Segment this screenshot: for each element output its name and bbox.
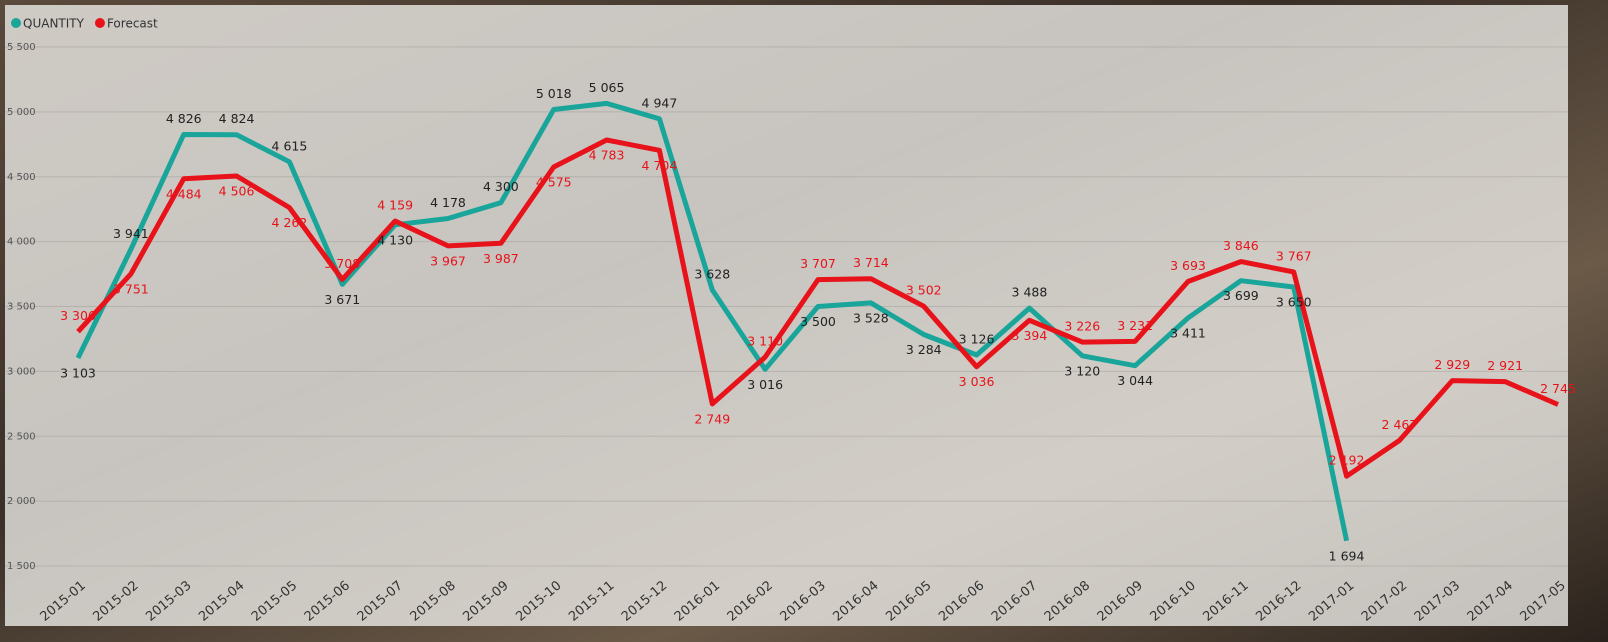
- data-label: 2 929: [1434, 357, 1470, 372]
- data-label: 4 947: [642, 95, 678, 110]
- data-label: 3 987: [483, 251, 519, 266]
- legend-marker: [11, 18, 21, 28]
- data-label: 3 110: [747, 334, 783, 349]
- data-label: 4 300: [483, 179, 519, 194]
- data-label: 3 488: [1012, 285, 1048, 300]
- data-label: 3 671: [324, 292, 360, 307]
- data-label: 4 826: [166, 111, 202, 126]
- data-label: 3 126: [959, 332, 995, 347]
- data-label: 2 921: [1487, 358, 1523, 373]
- data-label: 1 694: [1329, 548, 1365, 563]
- legend-label: QUANTITY: [23, 17, 85, 31]
- data-label: 3 846: [1223, 238, 1259, 253]
- data-label: 4 575: [536, 175, 572, 190]
- data-label: 4 130: [377, 232, 413, 247]
- data-label: 3 714: [853, 255, 889, 270]
- data-label: 5 018: [536, 86, 572, 101]
- data-label: 3 103: [60, 366, 96, 381]
- data-label: 3 036: [959, 374, 995, 389]
- plot-overlay: [5, 5, 1568, 626]
- data-label: 2 467: [1382, 417, 1418, 432]
- data-label: 3 528: [853, 310, 889, 325]
- data-label: 3 044: [1117, 373, 1153, 388]
- y-tick-label: 3 000: [7, 366, 36, 377]
- data-label: 3 693: [1170, 258, 1206, 273]
- data-label: 4 783: [589, 148, 625, 163]
- y-tick-label: 1 500: [7, 561, 36, 572]
- y-tick-label: 5 500: [7, 42, 36, 53]
- data-label: 4 824: [219, 111, 255, 126]
- y-tick-label: 2 000: [7, 496, 36, 507]
- data-label: 3 941: [113, 226, 149, 241]
- data-label: 4 506: [219, 183, 255, 198]
- data-label: 3 751: [113, 281, 149, 296]
- data-label: 3 650: [1276, 295, 1312, 310]
- data-label: 4 178: [430, 195, 466, 210]
- data-label: 2 745: [1540, 381, 1576, 396]
- page: QUANTITY Forecast 1 500 2 000 2 500 3 000 3 5…: [0, 0, 1608, 642]
- data-label: 3 707: [800, 256, 836, 271]
- legend-label: Forecast: [107, 17, 158, 31]
- data-label: 4 484: [166, 186, 202, 201]
- data-label: 4 262: [272, 215, 308, 230]
- data-label: 3 284: [906, 342, 942, 357]
- y-tick-label: 4 500: [7, 172, 36, 183]
- chart: QUANTITY Forecast 1 500 2 000 2 500 3 000 3 5…: [0, 0, 1608, 642]
- data-label: 2 749: [694, 411, 730, 426]
- data-label: 4 159: [377, 197, 413, 212]
- data-label: 3 411: [1170, 326, 1206, 341]
- y-tick-label: 5 000: [7, 107, 36, 118]
- legend-marker: [95, 18, 105, 28]
- data-label: 3 699: [1223, 288, 1259, 303]
- data-label: 5 065: [589, 80, 625, 95]
- data-label: 3 306: [60, 308, 96, 323]
- data-label: 3 500: [800, 314, 836, 329]
- data-label: 3 120: [1064, 363, 1100, 378]
- data-label: 3 394: [1012, 328, 1048, 343]
- data-label: 3 967: [430, 253, 466, 268]
- data-label: 3 767: [1276, 248, 1312, 263]
- data-label: 4 615: [272, 138, 308, 153]
- y-tick-label: 3 500: [7, 302, 36, 313]
- data-label: 3 231: [1117, 318, 1153, 333]
- y-tick-label: 2 500: [7, 431, 36, 442]
- data-label: 2 192: [1329, 453, 1365, 468]
- y-tick-label: 4 000: [7, 237, 36, 248]
- data-label: 3 708: [324, 256, 360, 271]
- data-label: 3 628: [694, 266, 730, 281]
- data-label: 3 502: [906, 283, 942, 298]
- data-label: 3 226: [1064, 319, 1100, 334]
- data-label: 3 016: [747, 377, 783, 392]
- data-label: 4 704: [642, 158, 678, 173]
